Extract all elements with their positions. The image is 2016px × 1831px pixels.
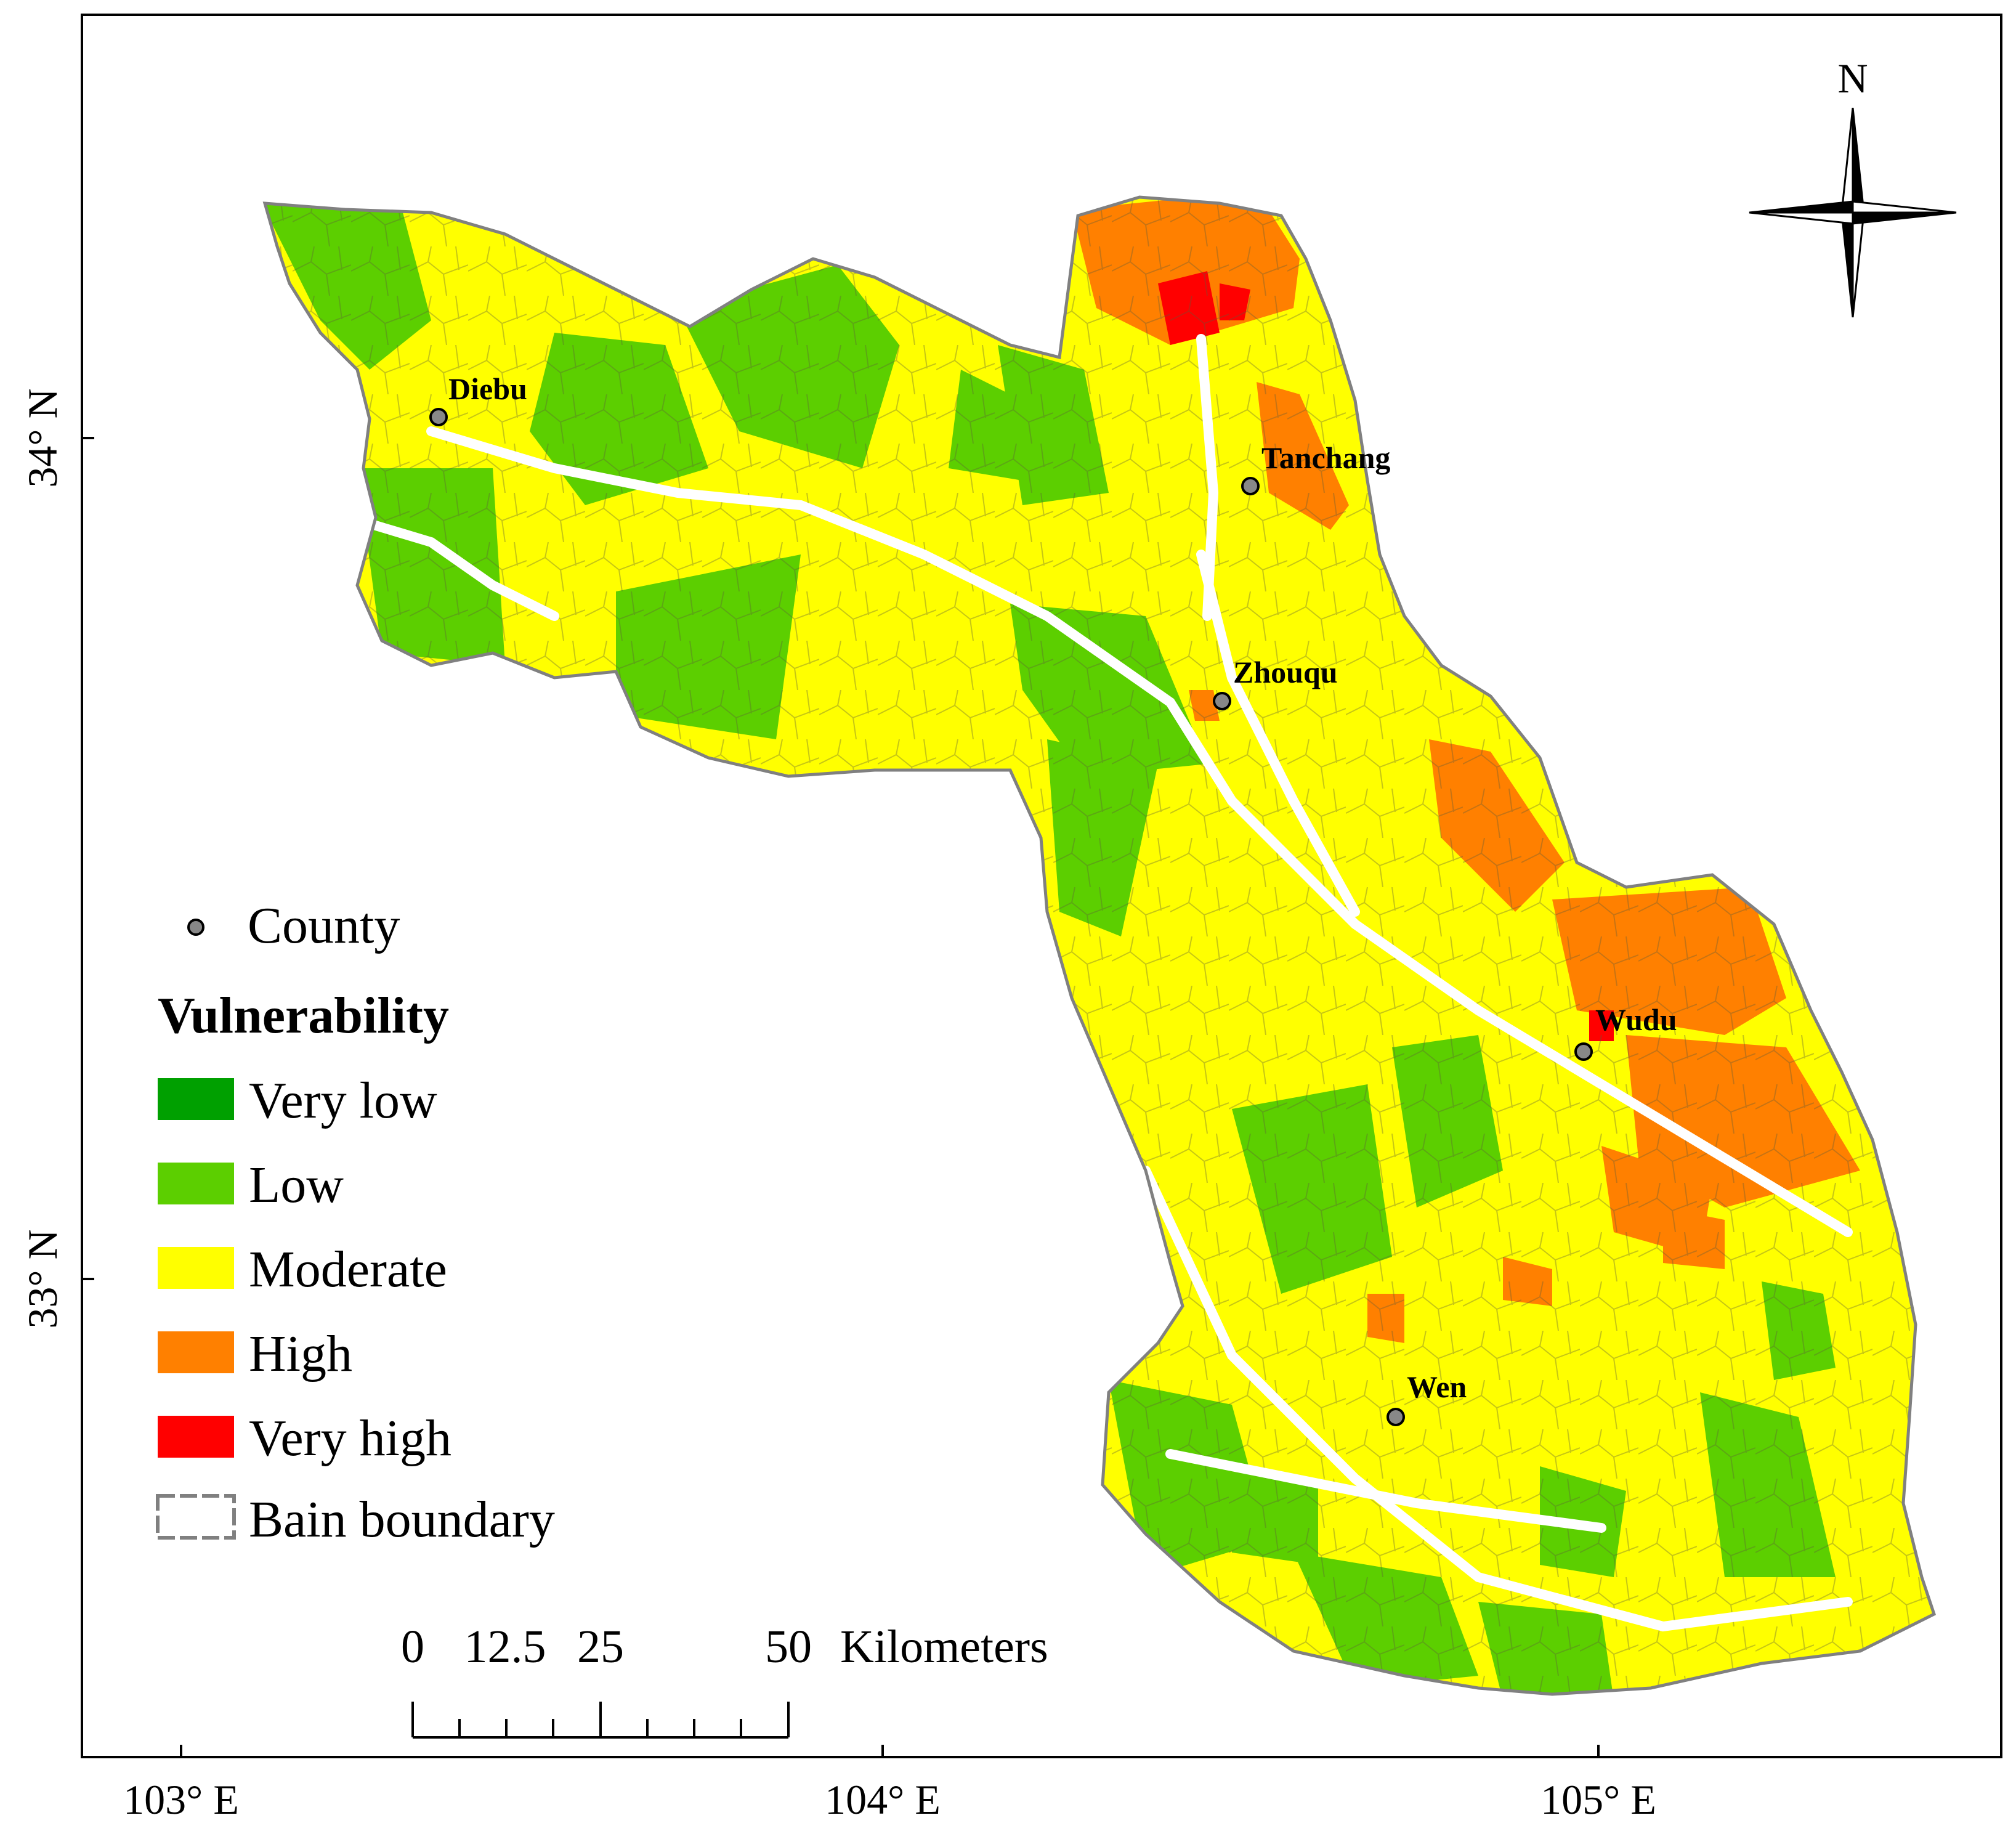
scale-tick-12-5: 12.5	[464, 1621, 546, 1673]
county-marker-wen	[1387, 1408, 1405, 1426]
legend: County Vulnerability Very low Low Moderate…	[156, 897, 555, 1548]
river-valleys	[365, 334, 1853, 1632]
lat-label-33: 33° N	[19, 1229, 66, 1328]
lon-label-103: 103° E	[123, 1776, 239, 1823]
county-label-diebu: Diebu	[448, 371, 527, 406]
legend-swatch-low	[158, 1163, 234, 1204]
legend-boundary-symbol	[156, 1494, 236, 1540]
county-label-wen: Wen	[1407, 1370, 1467, 1404]
county-markers	[429, 408, 1593, 1426]
legend-county-label: County	[248, 897, 400, 954]
legend-boundary-label: Bain boundary	[249, 1491, 555, 1548]
county-label-zhouqu: Zhouqu	[1233, 655, 1338, 689]
legend-label-high: High	[249, 1325, 352, 1382]
county-label-wudu: Wudu	[1595, 1002, 1677, 1037]
scale-tick-50: 50	[765, 1621, 812, 1673]
county-marker-tanchang	[1241, 477, 1260, 495]
legend-label-very-low: Very low	[249, 1072, 437, 1129]
legend-swatch-high	[158, 1331, 234, 1373]
legend-label-low: Low	[249, 1156, 344, 1214]
legend-swatch-very-low	[158, 1078, 234, 1120]
graticule-ticks	[82, 437, 1600, 1757]
north-label: N	[1837, 55, 1868, 102]
lon-label-105: 105° E	[1540, 1776, 1656, 1823]
legend-county-symbol	[187, 919, 204, 936]
lon-label-104: 104° E	[825, 1776, 941, 1823]
county-marker-zhouqu	[1213, 692, 1231, 710]
county-marker-wudu	[1574, 1042, 1593, 1061]
legend-swatch-very-high	[158, 1416, 234, 1458]
scale-bar: 0 12.5 25 50 Kilometers	[401, 1621, 1048, 1739]
legend-label-moderate: Moderate	[249, 1241, 447, 1298]
legend-swatch-moderate	[158, 1247, 234, 1289]
lat-label-34: 34° N	[19, 388, 66, 487]
scale-unit: Kilometers	[840, 1621, 1048, 1673]
county-label-tanchang: Tanchang	[1261, 440, 1390, 475]
legend-title: Vulnerability	[158, 987, 449, 1044]
county-marker-diebu	[429, 408, 448, 426]
north-arrow: N	[1749, 55, 1957, 318]
county-labels: Diebu Tanchang Zhouqu Wudu Wen	[448, 371, 1677, 1404]
scale-tick-0: 0	[401, 1621, 424, 1673]
basin-boundary	[262, 195, 1937, 1696]
scale-tick-25: 25	[577, 1621, 624, 1673]
legend-label-very-high: Very high	[249, 1410, 451, 1467]
